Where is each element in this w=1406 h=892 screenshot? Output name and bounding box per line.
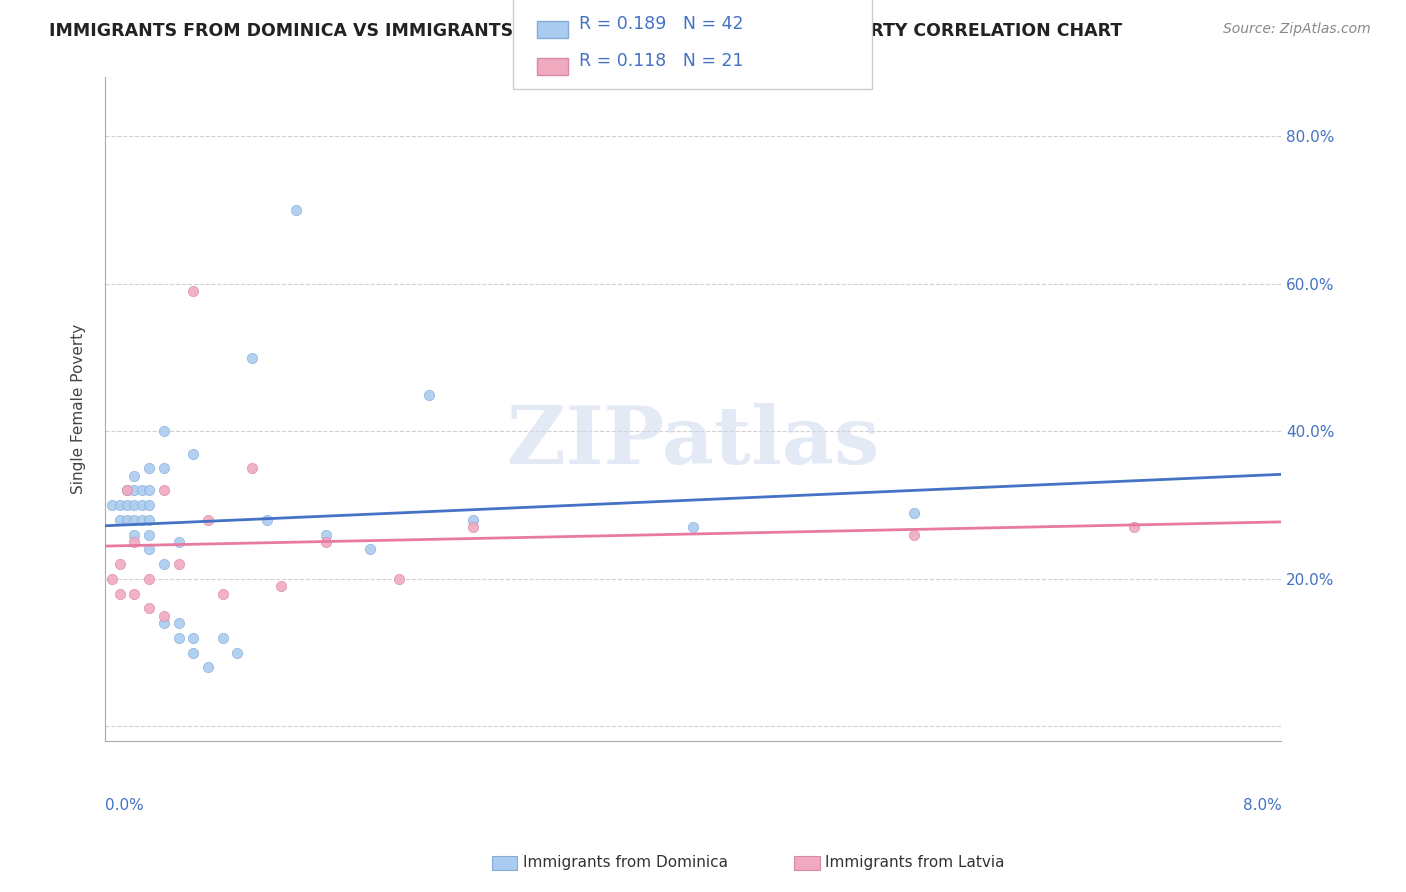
Point	[153, 608, 176, 623]
Text: Immigrants from Latvia: Immigrants from Latvia	[825, 855, 1005, 870]
Point	[108, 498, 131, 512]
Point	[167, 631, 190, 645]
Text: IMMIGRANTS FROM DOMINICA VS IMMIGRANTS FROM LATVIA SINGLE FEMALE POVERTY CORRELA: IMMIGRANTS FROM DOMINICA VS IMMIGRANTS F…	[49, 22, 1122, 40]
Point	[181, 646, 204, 660]
Point	[167, 535, 190, 549]
Point	[181, 285, 204, 299]
Point	[153, 557, 176, 571]
Point	[315, 535, 337, 549]
Y-axis label: Single Female Poverty: Single Female Poverty	[72, 324, 86, 494]
Text: Immigrants from Dominica: Immigrants from Dominica	[523, 855, 728, 870]
Point	[131, 513, 153, 527]
Point	[211, 587, 233, 601]
Point	[461, 520, 484, 534]
Point	[197, 513, 219, 527]
Point	[124, 513, 146, 527]
Point	[359, 542, 381, 557]
Point	[388, 572, 411, 586]
Point	[211, 631, 233, 645]
Point	[240, 461, 263, 475]
Point	[167, 616, 190, 631]
Point	[153, 616, 176, 631]
Point	[138, 498, 160, 512]
Text: 8.0%: 8.0%	[1243, 797, 1281, 813]
Point	[903, 527, 925, 541]
Point	[115, 483, 138, 498]
Point	[124, 483, 146, 498]
Point	[285, 203, 308, 218]
Point	[124, 468, 146, 483]
Point	[101, 572, 124, 586]
Point	[108, 587, 131, 601]
Point	[682, 520, 704, 534]
Point	[153, 425, 176, 439]
Point	[153, 461, 176, 475]
Point	[115, 498, 138, 512]
Point	[131, 483, 153, 498]
Point	[115, 513, 138, 527]
Point	[226, 646, 249, 660]
Point	[131, 498, 153, 512]
Point	[181, 631, 204, 645]
Point	[108, 557, 131, 571]
Point	[138, 513, 160, 527]
Point	[138, 483, 160, 498]
Point	[138, 527, 160, 541]
Point	[418, 387, 440, 401]
Point	[256, 513, 278, 527]
Text: R = 0.118   N = 21: R = 0.118 N = 21	[579, 52, 744, 70]
Point	[115, 483, 138, 498]
Text: 0.0%: 0.0%	[105, 797, 143, 813]
Point	[138, 572, 160, 586]
Point	[1123, 520, 1146, 534]
Point	[138, 601, 160, 615]
Point	[181, 446, 204, 460]
Text: Source: ZipAtlas.com: Source: ZipAtlas.com	[1223, 22, 1371, 37]
Point	[101, 498, 124, 512]
Point	[108, 513, 131, 527]
Text: ZIPatlas: ZIPatlas	[508, 403, 879, 482]
Point	[138, 542, 160, 557]
Point	[197, 660, 219, 674]
Point	[124, 498, 146, 512]
Point	[461, 513, 484, 527]
Point	[124, 527, 146, 541]
Point	[270, 579, 292, 593]
Text: R = 0.189   N = 42: R = 0.189 N = 42	[579, 15, 744, 33]
Point	[903, 506, 925, 520]
Point	[124, 535, 146, 549]
Point	[240, 351, 263, 365]
Point	[124, 587, 146, 601]
Point	[138, 461, 160, 475]
Point	[153, 483, 176, 498]
Point	[315, 527, 337, 541]
Point	[167, 557, 190, 571]
